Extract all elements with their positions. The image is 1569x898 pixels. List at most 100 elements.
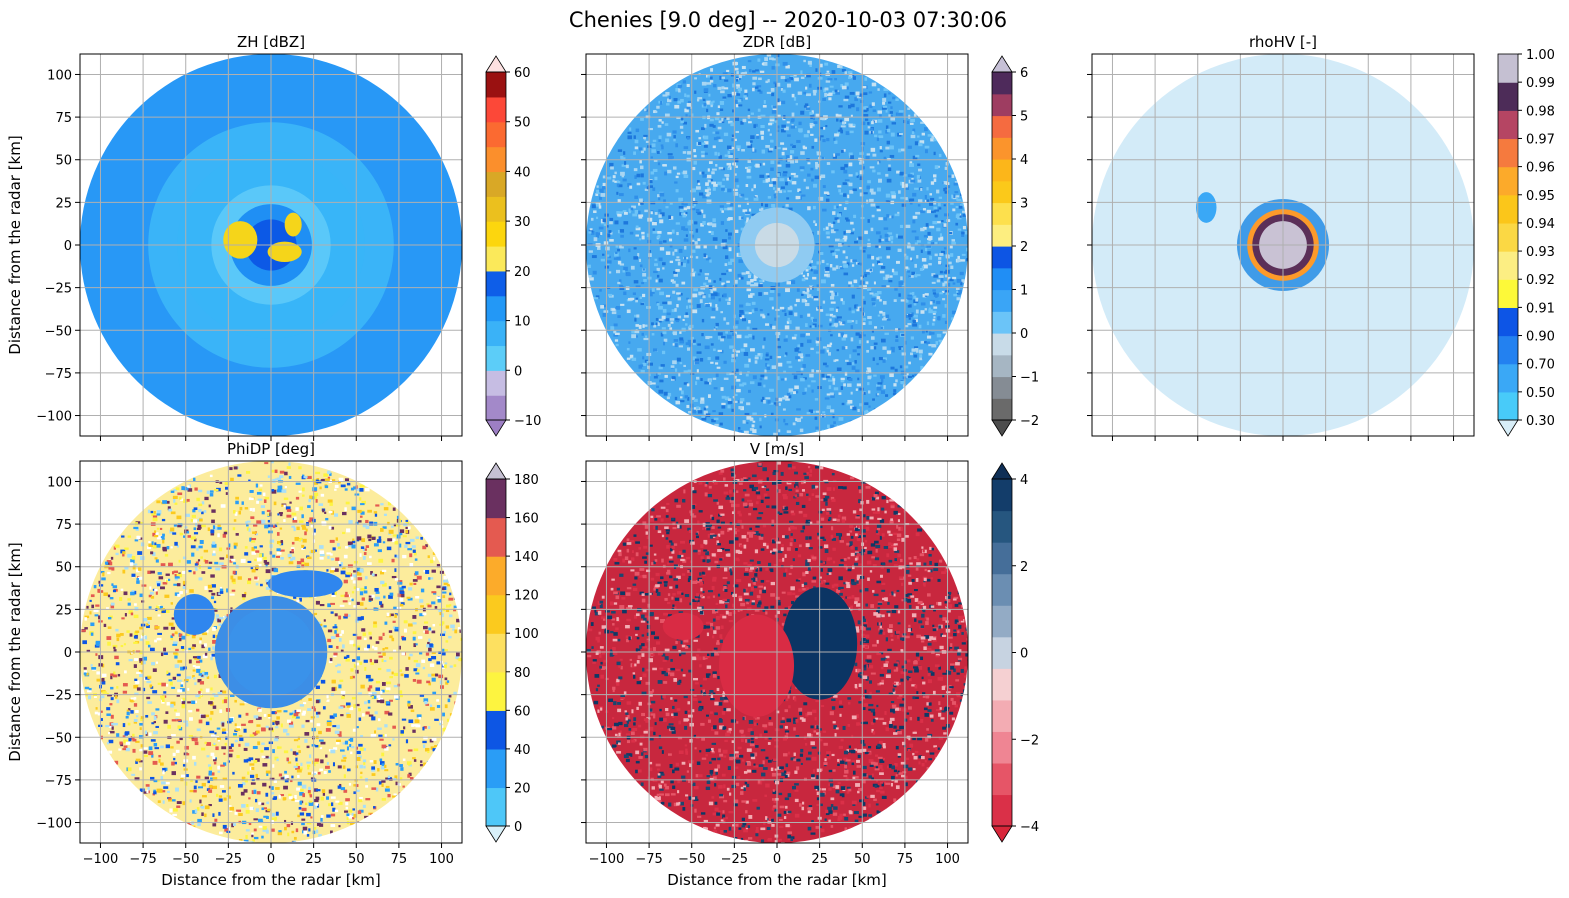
field-speckle (173, 757, 176, 761)
field-speckle (869, 188, 874, 193)
field-speckle (702, 98, 706, 101)
field-speckle (263, 815, 268, 818)
field-speckle (640, 118, 644, 121)
field-speckle (876, 257, 880, 260)
field-speckle (658, 389, 664, 394)
field-speckle (953, 293, 958, 297)
field-speckle (334, 624, 337, 627)
field-speckle (657, 305, 663, 310)
field-speckle (391, 637, 395, 642)
field-speckle (176, 679, 182, 682)
field-speckle (402, 785, 405, 788)
field-speckle (862, 296, 865, 299)
field-speckle (759, 90, 763, 94)
field-speckle (829, 290, 834, 293)
field-speckle (192, 509, 196, 513)
field-speckle (946, 219, 951, 222)
field-speckle (402, 554, 407, 559)
field-speckle (368, 595, 372, 598)
field-speckle (815, 243, 821, 246)
field-speckle (296, 769, 302, 773)
field-speckle (911, 178, 914, 181)
field-speckle (252, 732, 257, 736)
field-speckle (409, 777, 414, 781)
field-speckle (832, 380, 836, 385)
field-speckle (180, 498, 184, 501)
field-speckle (380, 699, 385, 704)
field-speckle (891, 192, 897, 197)
field-speckle (133, 697, 137, 700)
field-speckle (838, 320, 841, 324)
field-speckle (182, 586, 186, 589)
field-speckle (661, 121, 664, 124)
colorbar-segment (486, 121, 506, 148)
field-speckle (98, 615, 101, 620)
field-speckle (189, 789, 195, 793)
field-speckle (356, 487, 359, 491)
field-speckle (699, 171, 704, 175)
field-speckle (641, 281, 645, 285)
field-speckle (440, 621, 445, 625)
field-speckle (616, 269, 621, 274)
field-speckle (363, 647, 369, 651)
field-speckle (710, 293, 715, 297)
field-speckle (810, 347, 814, 350)
field-speckle (833, 153, 836, 157)
field-speckle (153, 791, 157, 795)
field-speckle (850, 259, 853, 263)
field-speckle (612, 179, 615, 183)
field-speckle (140, 716, 145, 719)
colorbar-extend-min (991, 419, 1013, 437)
field-speckle (719, 75, 722, 80)
field-speckle (330, 611, 334, 614)
field-speckle (198, 545, 203, 549)
field-speckle (797, 344, 801, 348)
field-speckle (389, 635, 393, 639)
field-speckle (272, 525, 276, 529)
field-speckle (681, 201, 684, 206)
field-speckle (199, 681, 205, 685)
field-speckle (809, 125, 813, 129)
grid (80, 54, 462, 436)
field-speckle (416, 714, 422, 718)
field-speckle (346, 482, 351, 486)
field-speckle (626, 272, 631, 277)
field-speckle (215, 614, 220, 617)
field-speckle (867, 375, 871, 380)
field-speckle (439, 722, 442, 726)
field-speckle (250, 540, 256, 543)
field-speckle (370, 594, 375, 598)
field-speckle (744, 92, 749, 97)
field-speckle (780, 129, 786, 133)
field-speckle (182, 801, 186, 806)
field-speckle (267, 714, 272, 717)
field-speckle (253, 818, 258, 821)
field-speckle (419, 613, 424, 617)
field-speckle (868, 405, 871, 408)
field-speckle (918, 142, 923, 147)
field-speckle (291, 512, 297, 516)
field-speckle (619, 284, 623, 288)
field-speckle (381, 682, 386, 686)
field-speckle (423, 736, 428, 740)
field-speckle (678, 205, 684, 209)
field-speckle (834, 133, 839, 137)
field-speckle (648, 127, 653, 131)
field-speckle (641, 235, 645, 240)
field-speckle (780, 186, 785, 189)
field-speckle (83, 670, 87, 673)
field-speckle (663, 338, 668, 342)
field-speckle (121, 535, 125, 538)
field-speckle (950, 201, 954, 205)
field-speckle (721, 395, 726, 399)
field-speckle (913, 303, 917, 306)
field-speckle (934, 165, 939, 170)
field-speckle (754, 360, 758, 364)
field-speckle (175, 749, 180, 753)
field-speckle (308, 828, 311, 832)
field-speckle (211, 653, 216, 657)
field-speckle (743, 430, 749, 435)
field-speckle (339, 604, 345, 607)
field-speckle (746, 219, 749, 223)
field-speckle (922, 226, 927, 230)
